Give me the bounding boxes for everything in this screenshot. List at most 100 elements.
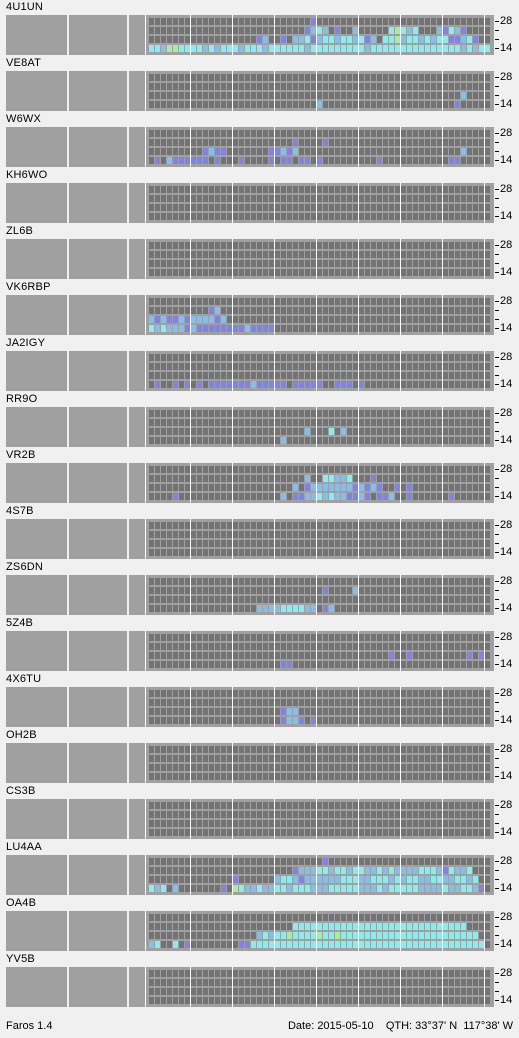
activity-cell bbox=[449, 325, 454, 332]
activity-cell bbox=[257, 773, 262, 780]
axis-tick bbox=[495, 991, 499, 992]
activity-cell bbox=[437, 941, 442, 948]
activity-cell bbox=[389, 419, 394, 426]
activity-cell bbox=[347, 773, 352, 780]
activity-cell bbox=[431, 885, 436, 892]
activity-cell bbox=[461, 773, 466, 780]
axis-tick bbox=[495, 525, 499, 526]
activity-cell bbox=[401, 45, 406, 52]
activity-cell bbox=[317, 867, 322, 874]
activity-cell bbox=[263, 410, 268, 417]
activity-cell bbox=[455, 36, 460, 43]
activity-cell bbox=[311, 522, 316, 529]
activity-cell bbox=[437, 74, 442, 81]
activity-cell bbox=[233, 298, 238, 305]
activity-cell bbox=[461, 997, 466, 1004]
activity-cell bbox=[215, 708, 220, 715]
activity-cell bbox=[353, 298, 358, 305]
activity-cell bbox=[419, 988, 424, 995]
activity-cell bbox=[167, 130, 172, 137]
activity-cell bbox=[485, 605, 490, 612]
activity-cell bbox=[467, 381, 472, 388]
activity-cell bbox=[167, 522, 172, 529]
activity-cell bbox=[191, 18, 196, 25]
activity-cell bbox=[455, 587, 460, 594]
activity-cell bbox=[413, 643, 418, 650]
activity-cell bbox=[419, 466, 424, 473]
activity-cell bbox=[353, 195, 358, 202]
activity-cell bbox=[383, 652, 388, 659]
activity-cell bbox=[353, 437, 358, 444]
activity-cell bbox=[257, 802, 262, 809]
activity-cell bbox=[305, 204, 310, 211]
beacon-panel-band-b bbox=[69, 519, 127, 559]
activity-cell bbox=[353, 997, 358, 1004]
activity-cell bbox=[455, 661, 460, 668]
activity-cell bbox=[323, 829, 328, 836]
axis-tick bbox=[495, 39, 499, 40]
activity-cell bbox=[353, 773, 358, 780]
activity-cell bbox=[461, 316, 466, 323]
activity-cell bbox=[353, 157, 358, 164]
activity-cell bbox=[287, 941, 292, 948]
activity-cell bbox=[377, 699, 382, 706]
activity-cell bbox=[317, 18, 322, 25]
activity-cell bbox=[467, 941, 472, 948]
activity-cell bbox=[419, 764, 424, 771]
activity-cell bbox=[485, 596, 490, 603]
activity-cell bbox=[149, 307, 154, 314]
activity-cell bbox=[215, 979, 220, 986]
activity-cell bbox=[149, 130, 154, 137]
activity-cell bbox=[365, 717, 370, 724]
activity-cell bbox=[263, 876, 268, 883]
activity-cell bbox=[203, 92, 208, 99]
activity-cell bbox=[281, 354, 286, 361]
activity-cell bbox=[293, 74, 298, 81]
activity-cell bbox=[323, 643, 328, 650]
axis-tick bbox=[495, 646, 499, 647]
activity-cell bbox=[323, 307, 328, 314]
activity-cell bbox=[287, 27, 292, 34]
band-axis: 28 14 bbox=[494, 631, 519, 671]
activity-cell bbox=[293, 979, 298, 986]
activity-cell bbox=[155, 493, 160, 500]
activity-cell bbox=[479, 932, 484, 939]
activity-cell bbox=[365, 941, 370, 948]
activity-cell bbox=[299, 410, 304, 417]
activity-cell bbox=[275, 269, 280, 276]
activity-cell bbox=[185, 923, 190, 930]
activity-cell bbox=[149, 269, 154, 276]
activity-cell bbox=[179, 419, 184, 426]
activity-cell bbox=[257, 764, 262, 771]
activity-cell bbox=[167, 820, 172, 827]
activity-cell bbox=[167, 661, 172, 668]
activity-cell bbox=[245, 587, 250, 594]
activity-cell bbox=[191, 307, 196, 314]
activity-cell bbox=[347, 540, 352, 547]
activity-cell bbox=[179, 802, 184, 809]
activity-cell bbox=[401, 876, 406, 883]
activity-cell bbox=[299, 941, 304, 948]
activity-cell bbox=[245, 437, 250, 444]
activity-cell bbox=[413, 195, 418, 202]
activity-cell bbox=[419, 410, 424, 417]
activity-cell bbox=[209, 466, 214, 473]
activity-cell bbox=[419, 92, 424, 99]
activity-cell bbox=[425, 634, 430, 641]
activity-cell bbox=[245, 381, 250, 388]
activity-cell bbox=[203, 213, 208, 220]
activity-cell bbox=[365, 923, 370, 930]
activity-cell bbox=[245, 923, 250, 930]
activity-cell bbox=[239, 195, 244, 202]
activity-cell bbox=[437, 708, 442, 715]
activity-cell bbox=[389, 811, 394, 818]
activity-cell bbox=[329, 363, 334, 370]
activity-cell bbox=[365, 820, 370, 827]
activity-cell bbox=[389, 493, 394, 500]
activity-cell bbox=[257, 251, 262, 258]
activity-cell bbox=[251, 661, 256, 668]
activity-cell bbox=[371, 578, 376, 585]
activity-cell bbox=[149, 298, 154, 305]
activity-cell bbox=[317, 746, 322, 753]
activity-cell bbox=[431, 802, 436, 809]
